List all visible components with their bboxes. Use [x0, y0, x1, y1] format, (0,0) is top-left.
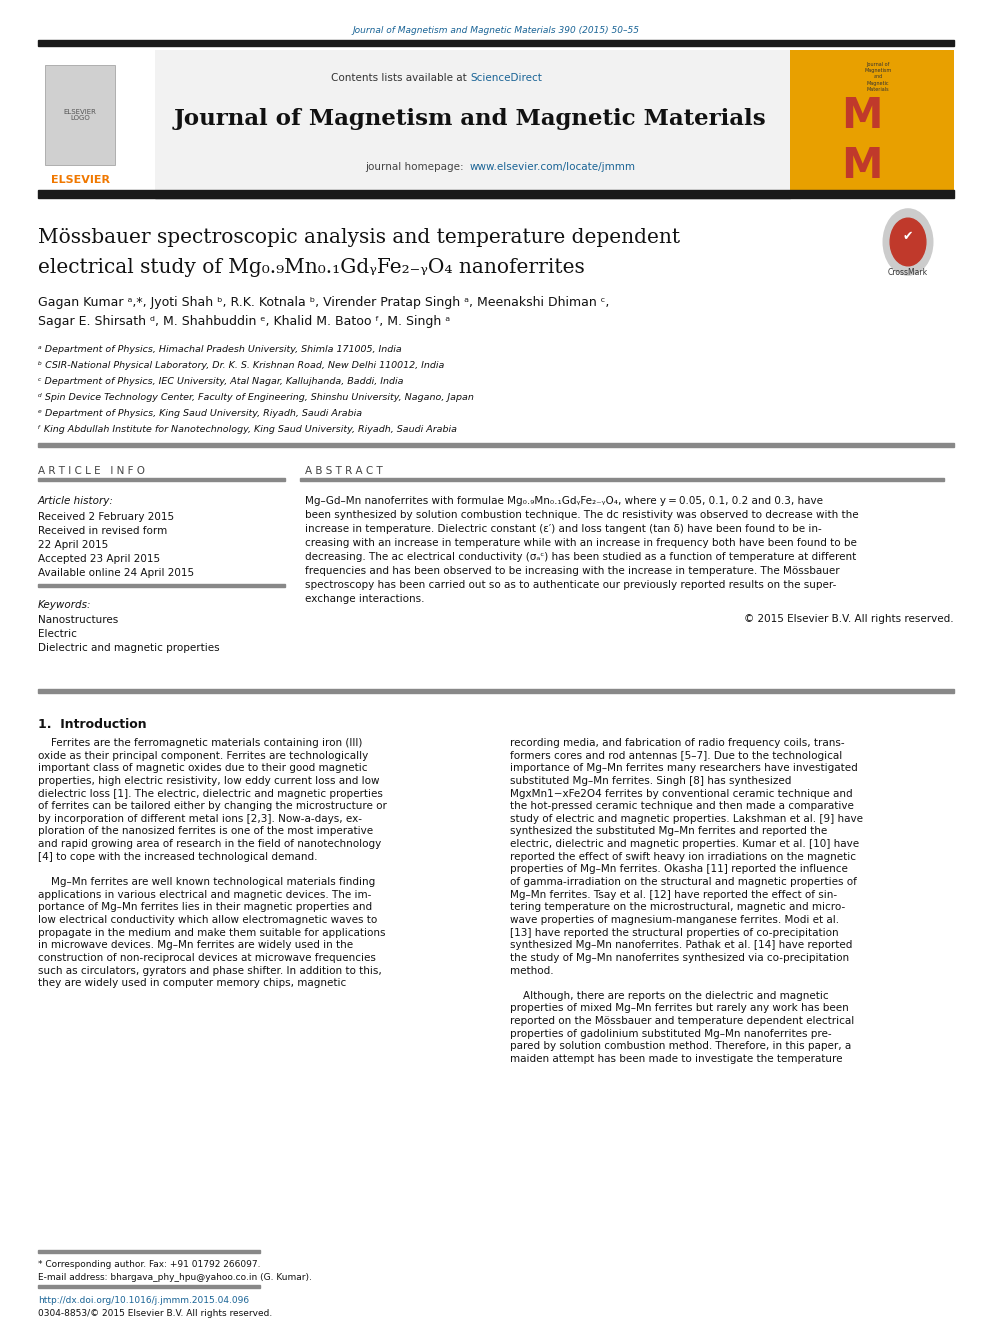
Text: Ferrites are the ferromagnetic materials containing iron (III)
oxide as their pr: Ferrites are the ferromagnetic materials… — [38, 738, 387, 988]
Text: Sagar E. Shirsath ᵈ, M. Shahbuddin ᵉ, Khalid M. Batoo ᶠ, M. Singh ᵃ: Sagar E. Shirsath ᵈ, M. Shahbuddin ᵉ, Kh… — [38, 315, 450, 328]
Bar — [155, 50, 790, 194]
Text: ᵈ Spin Device Technology Center, Faculty of Engineering, Shinshu University, Nag: ᵈ Spin Device Technology Center, Faculty… — [38, 393, 474, 402]
Text: journal homepage:: journal homepage: — [365, 161, 470, 172]
Text: www.elsevier.com/locate/jmmm: www.elsevier.com/locate/jmmm — [470, 161, 636, 172]
Text: ScienceDirect: ScienceDirect — [470, 73, 542, 83]
Bar — [300, 478, 944, 482]
Text: recording media, and fabrication of radio frequency coils, trans-
formers cores : recording media, and fabrication of radi… — [510, 738, 863, 1064]
Text: Journal of Magnetism and Magnetic Materials 390 (2015) 50–55: Journal of Magnetism and Magnetic Materi… — [352, 26, 640, 34]
Text: M: M — [841, 95, 883, 138]
Text: ᵉ Department of Physics, King Saud University, Riyadh, Saudi Arabia: ᵉ Department of Physics, King Saud Unive… — [38, 409, 362, 418]
Text: Article history:: Article history: — [38, 496, 114, 505]
Text: Gagan Kumar ᵃ,*, Jyoti Shah ᵇ, R.K. Kotnala ᵇ, Virender Pratap Singh ᵃ, Meenaksh: Gagan Kumar ᵃ,*, Jyoti Shah ᵇ, R.K. Kotn… — [38, 296, 609, 310]
Bar — [38, 1250, 260, 1253]
Bar — [38, 191, 954, 198]
Bar — [38, 689, 954, 693]
Text: ᵃ Department of Physics, Himachal Pradesh University, Shimla 171005, India: ᵃ Department of Physics, Himachal Prades… — [38, 345, 402, 355]
Text: Journal of Magnetism and Magnetic Materials: Journal of Magnetism and Magnetic Materi… — [174, 108, 767, 130]
Text: ELSEVIER: ELSEVIER — [51, 175, 109, 185]
Bar — [38, 50, 155, 194]
Text: Received in revised form: Received in revised form — [38, 527, 168, 536]
Text: Contents lists available at: Contents lists available at — [331, 73, 470, 83]
Text: electrical study of Mg₀.₉Mn₀.₁GdᵧFe₂₋ᵧO₄ nanoferrites: electrical study of Mg₀.₉Mn₀.₁GdᵧFe₂₋ᵧO₄… — [38, 258, 584, 277]
Text: Mg–Gd–Mn nanoferrites with formulae Mg₀.₉Mn₀.₁GdᵧFe₂₋ᵧO₄, where y = 0.05, 0.1, 0: Mg–Gd–Mn nanoferrites with formulae Mg₀.… — [305, 496, 823, 505]
Text: Mössbauer spectroscopic analysis and temperature dependent: Mössbauer spectroscopic analysis and tem… — [38, 228, 681, 247]
Text: 1.  Introduction: 1. Introduction — [38, 718, 147, 732]
Text: E-mail address: bhargava_phy_hpu@yahoo.co.in (G. Kumar).: E-mail address: bhargava_phy_hpu@yahoo.c… — [38, 1273, 311, 1282]
Text: Journal of
Magnetism
and
Magnetic
Materials: Journal of Magnetism and Magnetic Materi… — [864, 62, 892, 91]
Text: ᶠ King Abdullah Institute for Nanotechnology, King Saud University, Riyadh, Saud: ᶠ King Abdullah Institute for Nanotechno… — [38, 425, 457, 434]
Text: Nanostructures: Nanostructures — [38, 615, 118, 624]
Bar — [38, 40, 954, 46]
Text: 22 April 2015: 22 April 2015 — [38, 540, 108, 550]
Text: spectroscopy has been carried out so as to authenticate our previously reported : spectroscopy has been carried out so as … — [305, 579, 836, 590]
Bar — [38, 1285, 260, 1289]
Text: © 2015 Elsevier B.V. All rights reserved.: © 2015 Elsevier B.V. All rights reserved… — [744, 614, 954, 624]
Circle shape — [883, 209, 932, 275]
Text: 0304-8853/© 2015 Elsevier B.V. All rights reserved.: 0304-8853/© 2015 Elsevier B.V. All right… — [38, 1308, 272, 1318]
Text: Accepted 23 April 2015: Accepted 23 April 2015 — [38, 554, 160, 564]
Text: http://dx.doi.org/10.1016/j.jmmm.2015.04.096: http://dx.doi.org/10.1016/j.jmmm.2015.04… — [38, 1297, 249, 1304]
Bar — [45, 65, 115, 165]
Text: creasing with an increase in temperature while with an increase in frequency bot: creasing with an increase in temperature… — [305, 538, 857, 548]
Text: Available online 24 April 2015: Available online 24 April 2015 — [38, 568, 194, 578]
Text: ELSEVIER
LOGO: ELSEVIER LOGO — [63, 108, 96, 122]
Bar — [38, 443, 954, 447]
Text: been synthesized by solution combustion technique. The dc resistivity was observ: been synthesized by solution combustion … — [305, 509, 858, 520]
Text: M: M — [841, 146, 883, 187]
Text: ✔: ✔ — [903, 230, 914, 243]
Bar — [38, 583, 285, 587]
Circle shape — [890, 218, 926, 266]
Bar — [38, 478, 285, 482]
Text: A B S T R A C T: A B S T R A C T — [305, 466, 383, 476]
Text: frequencies and has been observed to be increasing with the increase in temperat: frequencies and has been observed to be … — [305, 566, 839, 576]
Text: ᶜ Department of Physics, IEC University, Atal Nagar, Kallujhanda, Baddi, India: ᶜ Department of Physics, IEC University,… — [38, 377, 404, 386]
Text: * Corresponding author. Fax: +91 01792 266097.: * Corresponding author. Fax: +91 01792 2… — [38, 1259, 261, 1269]
Text: exchange interactions.: exchange interactions. — [305, 594, 425, 605]
Text: Received 2 February 2015: Received 2 February 2015 — [38, 512, 175, 523]
Text: CrossMark: CrossMark — [888, 269, 929, 277]
Text: increase in temperature. Dielectric constant (ε′) and loss tangent (tan δ) have : increase in temperature. Dielectric cons… — [305, 524, 821, 534]
Text: A R T I C L E   I N F O: A R T I C L E I N F O — [38, 466, 145, 476]
Bar — [790, 50, 954, 194]
Text: Keywords:: Keywords: — [38, 601, 91, 610]
Text: Electric: Electric — [38, 628, 76, 639]
Text: Dielectric and magnetic properties: Dielectric and magnetic properties — [38, 643, 219, 654]
Text: ᵇ CSIR-National Physical Laboratory, Dr. K. S. Krishnan Road, New Delhi 110012, : ᵇ CSIR-National Physical Laboratory, Dr.… — [38, 361, 444, 370]
Text: decreasing. The ac electrical conductivity (σₐᶜ) has been studied as a function : decreasing. The ac electrical conductivi… — [305, 552, 856, 562]
Bar — [155, 194, 790, 198]
